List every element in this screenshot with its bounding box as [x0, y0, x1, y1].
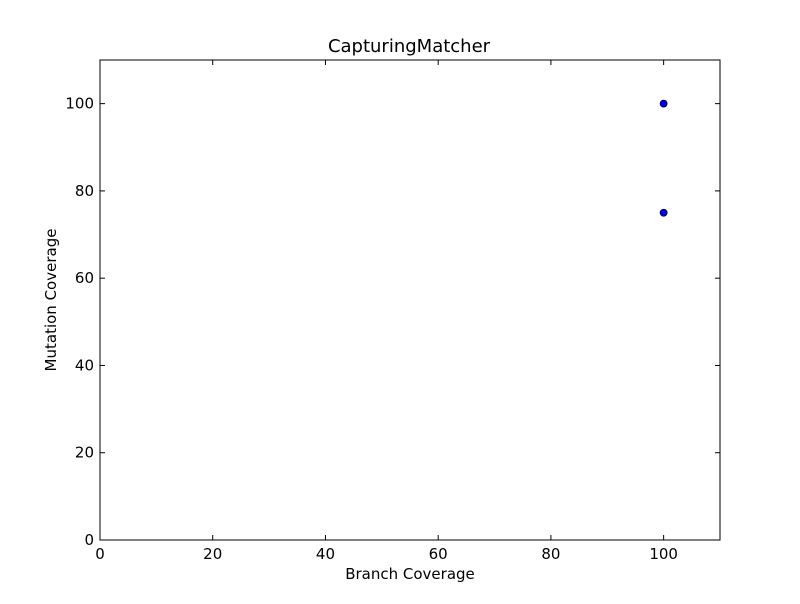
plot-frame [99, 59, 721, 541]
y-tick-label: 40 [75, 356, 94, 374]
x-tick-label: 100 [649, 545, 678, 563]
x-tick-label: 40 [316, 545, 335, 563]
y-tick-label: 80 [75, 182, 94, 200]
x-tick-label: 60 [429, 545, 448, 563]
x-tick-label: 20 [203, 545, 222, 563]
data-point [659, 208, 668, 217]
y-tick-label: 0 [84, 531, 94, 549]
y-tick-label: 20 [75, 444, 94, 462]
chart-title: CapturingMatcher [328, 36, 491, 57]
x-axis-label: Branch Coverage [345, 565, 475, 583]
plot-area: 0 20 40 60 80 100 0 20 40 60 80 100 [65, 59, 721, 563]
x-tick-label: 80 [541, 545, 560, 563]
y-tick-label: 60 [75, 269, 94, 287]
data-point [659, 99, 668, 108]
y-axis-label: Mutation Coverage [42, 229, 60, 372]
x-tick-label: 0 [95, 545, 105, 563]
y-tick-label: 100 [65, 95, 94, 113]
